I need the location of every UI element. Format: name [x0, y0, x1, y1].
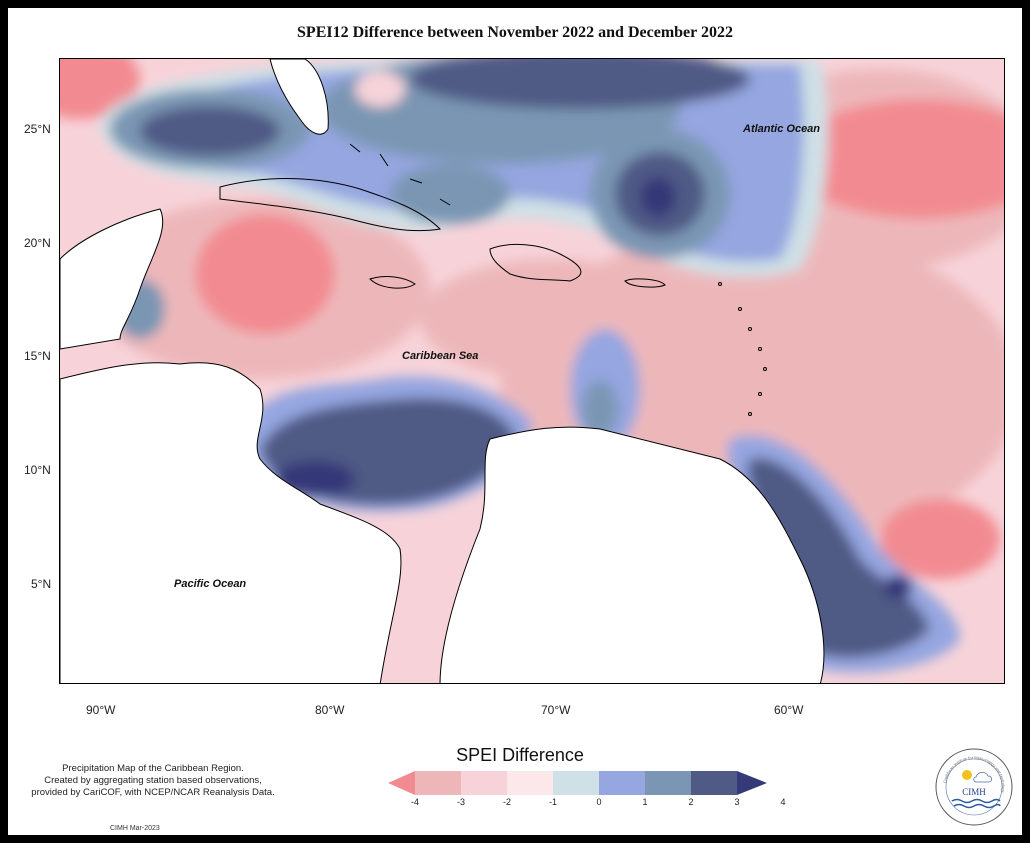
- coast-bahamas: [349, 143, 451, 206]
- sun-icon: [962, 770, 972, 780]
- legend-tick-label: 2: [688, 797, 694, 807]
- legend-tick-label: -4: [410, 797, 419, 807]
- label-atlantic-ocean: Atlantic Ocean: [743, 123, 821, 135]
- map-title: SPEI12 Difference between November 2022 …: [297, 24, 733, 41]
- legend-title: SPEI Difference: [456, 745, 584, 765]
- legend-arrow-high: [737, 771, 767, 795]
- coast-jamaica: [369, 276, 416, 289]
- lat-tick-25: 25°N: [24, 122, 51, 136]
- legend-swatch: [553, 771, 599, 795]
- label-pacific-ocean: Pacific Ocean: [174, 578, 247, 590]
- field-venezuela-mid: [582, 381, 618, 437]
- field-florida-pink: [355, 71, 405, 107]
- land-yucatan: [60, 208, 164, 350]
- lon-tick-80: 80°W: [315, 703, 345, 717]
- legend-colorbar: [388, 771, 767, 795]
- map-area: Atlantic Ocean Caribbean Sea Pacific Oce…: [59, 58, 1005, 684]
- footnote-line-1: Precipitation Map of the Caribbean Regio…: [62, 763, 244, 774]
- coast-puerto-rico: [624, 278, 666, 288]
- lat-tick-20: 20°N: [24, 236, 51, 250]
- field-bahamas-west-dark: [140, 106, 280, 156]
- legend-swatch: [507, 771, 553, 795]
- cimh-logo: CIMH Caribbean Institute for Meteorology…: [935, 748, 1013, 826]
- legend-swatch: [645, 771, 691, 795]
- field-se-strong: [880, 499, 1000, 579]
- lat-tick-15: 15°N: [24, 349, 51, 363]
- legend-arrow-low: [388, 771, 415, 795]
- field-cuba-blue: [390, 164, 510, 224]
- lon-tick-90: 90°W: [86, 703, 116, 717]
- legend-swatch: [691, 771, 737, 795]
- logo-text: CIMH: [962, 787, 986, 797]
- coast-hispaniola: [489, 244, 582, 282]
- credit-text: CIMH Mar-2023: [110, 825, 160, 832]
- label-caribbean-sea: Caribbean Sea: [402, 350, 479, 362]
- lon-tick-60: 60°W: [774, 703, 804, 717]
- cloud-icon: [973, 771, 992, 783]
- field-ne-strong: [790, 99, 1004, 219]
- legend-tick-label: 3: [734, 797, 740, 807]
- footnote-line-3: provided by CariCOF, with NCEP/NCAR Rean…: [31, 787, 275, 798]
- legend-tick-label: 1: [642, 797, 648, 807]
- lon-tick-70: 70°W: [541, 703, 571, 717]
- land-florida: [269, 59, 329, 135]
- coast-cuba: [219, 178, 442, 232]
- legend-tick-label: 4: [780, 797, 786, 807]
- field-north-dark: [410, 59, 750, 109]
- field-guyana-core: [884, 575, 912, 599]
- legend-tick-label: -3: [456, 797, 465, 807]
- land-south-america: [439, 426, 825, 683]
- lat-tick-10: 10°N: [24, 463, 51, 477]
- legend-swatch: [461, 771, 507, 795]
- legend-tick-label: 0: [596, 797, 602, 807]
- field-center-core: [640, 177, 676, 217]
- footnote-line-2: Created by aggregating station based obs…: [44, 775, 262, 786]
- legend-tick-label: -1: [548, 797, 557, 807]
- spei-contour-map: [60, 59, 1004, 683]
- land-central-america: [60, 362, 402, 683]
- field-west-strong: [195, 214, 335, 334]
- wave-icon: [951, 798, 1001, 804]
- legend-swatch: [599, 771, 645, 795]
- footnote: Precipitation Map of the Caribbean Regio…: [8, 763, 298, 799]
- lat-tick-5: 5°N: [31, 577, 52, 591]
- legend-swatch: [415, 771, 461, 795]
- legend-tick-label: -2: [502, 797, 511, 807]
- coast-lesser-antilles: [718, 282, 767, 416]
